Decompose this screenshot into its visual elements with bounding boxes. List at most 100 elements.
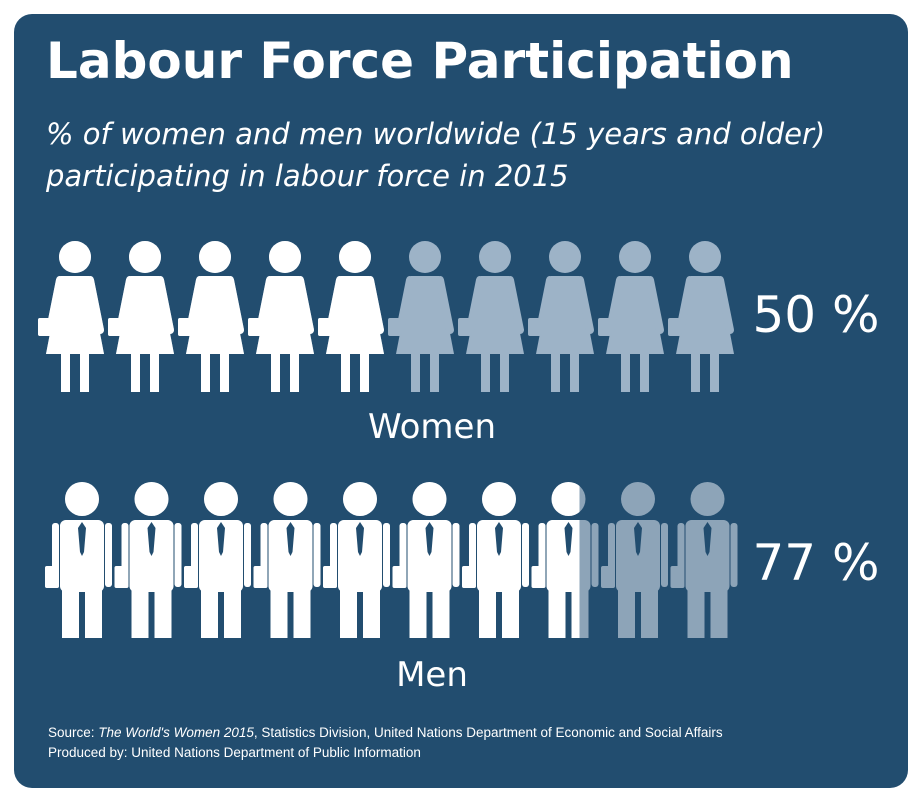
arm: [46, 276, 64, 334]
tie: [286, 522, 295, 556]
head: [65, 482, 99, 516]
leg: [340, 590, 357, 638]
leg: [61, 352, 70, 392]
icon-background: [458, 241, 524, 392]
tie: [564, 522, 573, 556]
head: [412, 482, 447, 516]
briefcase: [323, 566, 337, 588]
leg: [430, 352, 439, 392]
bag: [178, 318, 191, 336]
tie: [634, 522, 642, 556]
leg: [150, 352, 159, 392]
leg: [360, 352, 369, 392]
leg: [502, 590, 519, 638]
arm: [591, 523, 599, 587]
arm: [116, 276, 134, 334]
leg: [271, 352, 280, 392]
arm: [506, 276, 524, 334]
tie: [217, 522, 225, 556]
head: [551, 482, 580, 516]
leg: [481, 352, 490, 392]
arm: [105, 523, 112, 587]
briefcase: [392, 566, 407, 588]
head: [134, 482, 169, 516]
arm: [186, 276, 204, 334]
leg: [409, 590, 427, 638]
icon: [178, 241, 244, 392]
bag: [248, 318, 261, 336]
arm: [313, 523, 321, 587]
leg: [432, 590, 450, 638]
icon: [462, 482, 529, 638]
subtitle: participating in labour force in 2015: [45, 159, 569, 193]
leg: [290, 352, 299, 392]
arm: [452, 523, 460, 587]
arm: [436, 276, 454, 334]
bag: [458, 318, 471, 336]
leg: [224, 590, 241, 638]
arm: [646, 276, 664, 334]
icon: [114, 482, 182, 638]
arm: [174, 523, 182, 587]
head: [621, 482, 655, 516]
leg: [479, 590, 496, 638]
head: [689, 241, 721, 273]
icon-background: [601, 482, 668, 638]
icon-background: [598, 241, 664, 392]
leg: [710, 590, 728, 638]
arm: [256, 276, 274, 334]
leg: [618, 590, 635, 638]
head: [549, 241, 581, 273]
bag: [528, 318, 541, 336]
leg: [201, 352, 210, 392]
icon: [392, 482, 460, 638]
leg: [570, 352, 579, 392]
leg: [80, 352, 89, 392]
head: [343, 482, 377, 516]
head: [199, 241, 231, 273]
head: [619, 241, 651, 273]
bag: [668, 318, 681, 336]
head: [269, 241, 301, 273]
arm: [676, 276, 694, 334]
icon: [253, 482, 321, 638]
head: [59, 241, 91, 273]
head: [273, 482, 308, 516]
arm: [730, 523, 738, 587]
leg: [85, 590, 102, 638]
icon-background: [388, 241, 454, 392]
tie: [703, 522, 712, 556]
leg: [201, 590, 218, 638]
icon: [108, 241, 174, 392]
arm: [606, 276, 624, 334]
icon: [45, 482, 112, 638]
leg: [341, 352, 350, 392]
source-title: The World's Women 2015: [98, 725, 254, 740]
source: Source: The World's Women 2015, Statisti…: [48, 725, 723, 740]
leg: [411, 352, 420, 392]
briefcase: [601, 566, 615, 588]
category-label: Women: [368, 407, 496, 447]
tie: [356, 522, 364, 556]
icon-background: [668, 241, 734, 392]
tie: [425, 522, 434, 556]
head: [482, 482, 516, 516]
briefcase: [253, 566, 268, 588]
bag: [318, 318, 331, 336]
arm: [244, 523, 251, 587]
briefcase: [114, 566, 129, 588]
briefcase: [462, 566, 476, 588]
icon-background: [670, 482, 738, 638]
arm: [86, 276, 104, 334]
arm: [383, 523, 390, 587]
briefcase: [45, 566, 59, 588]
leg: [293, 590, 311, 638]
leg: [363, 590, 380, 638]
icon: [184, 482, 251, 638]
leg: [691, 352, 700, 392]
bag: [38, 318, 51, 336]
bag: [108, 318, 121, 336]
leg: [220, 352, 229, 392]
value-label: 50 %: [752, 286, 879, 344]
